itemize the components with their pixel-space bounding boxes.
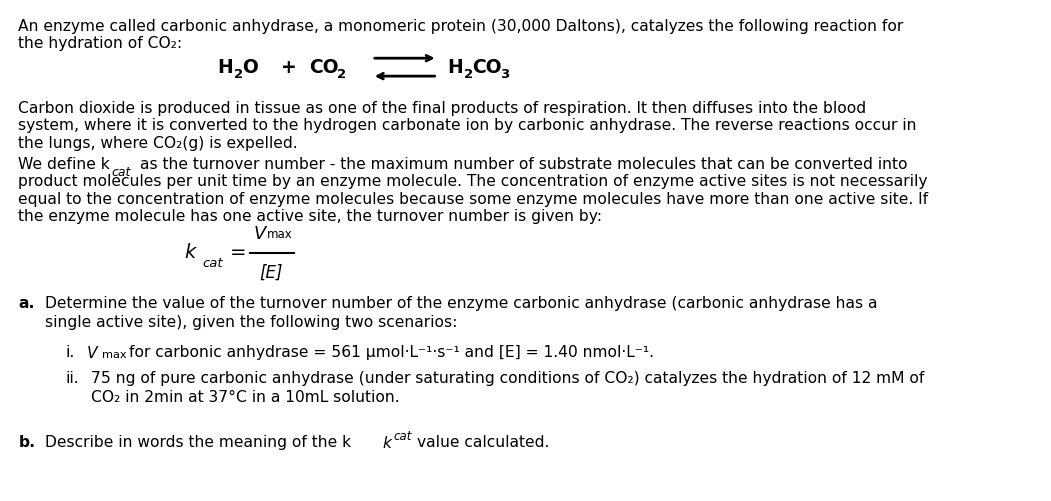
Text: system, where it is converted to the hydrogen carbonate ion by carbonic anhydras: system, where it is converted to the hyd… bbox=[18, 118, 916, 133]
Text: product molecules per unit time by an enzyme molecule. The concentration of enzy: product molecules per unit time by an en… bbox=[18, 174, 928, 189]
Text: cat: cat bbox=[111, 166, 131, 179]
Text: value calculated.: value calculated. bbox=[417, 435, 550, 450]
Text: $V$: $V$ bbox=[86, 345, 99, 361]
Text: cat: cat bbox=[393, 430, 412, 443]
Text: 75 ng of pure carbonic anhydrase (under saturating conditions of CO₂) catalyzes : 75 ng of pure carbonic anhydrase (under … bbox=[91, 371, 925, 386]
Text: Determine the value of the turnover number of the enzyme carbonic anhydrase (car: Determine the value of the turnover numb… bbox=[45, 296, 878, 311]
Text: single active site), given the following two scenarios:: single active site), given the following… bbox=[45, 315, 458, 330]
Text: An enzyme called carbonic anhydrase, a monomeric protein (30,000 Daltons), catal: An enzyme called carbonic anhydrase, a m… bbox=[18, 19, 904, 34]
Text: Describe in words the meaning of the k: Describe in words the meaning of the k bbox=[45, 435, 352, 450]
Text: b.: b. bbox=[18, 435, 36, 450]
Text: 2: 2 bbox=[463, 68, 473, 81]
Text: as the turnover number - the maximum number of substrate molecules that can be c: as the turnover number - the maximum num… bbox=[140, 157, 908, 172]
Text: Carbon dioxide is produced in tissue as one of the final products of respiration: Carbon dioxide is produced in tissue as … bbox=[18, 101, 866, 116]
Text: H: H bbox=[218, 58, 233, 77]
Text: equal to the concentration of enzyme molecules because some enzyme molecules hav: equal to the concentration of enzyme mol… bbox=[18, 192, 928, 207]
Text: CO: CO bbox=[309, 58, 338, 77]
Text: cat: cat bbox=[202, 258, 223, 271]
Text: $k$: $k$ bbox=[184, 243, 199, 263]
Text: CO₂ in 2min at 37°C in a 10mL solution.: CO₂ in 2min at 37°C in a 10mL solution. bbox=[91, 389, 400, 404]
Text: We define k: We define k bbox=[18, 157, 110, 172]
Text: H: H bbox=[447, 58, 462, 77]
Text: i.: i. bbox=[65, 345, 75, 360]
Text: $k$: $k$ bbox=[383, 435, 394, 451]
Text: the hydration of CO₂:: the hydration of CO₂: bbox=[18, 36, 183, 51]
Text: [E]: [E] bbox=[260, 264, 283, 282]
Text: +: + bbox=[281, 58, 296, 77]
Text: 2: 2 bbox=[337, 68, 346, 81]
Text: CO: CO bbox=[472, 58, 502, 77]
Text: O: O bbox=[243, 58, 259, 77]
Text: the lungs, where CO₂(g) is expelled.: the lungs, where CO₂(g) is expelled. bbox=[18, 136, 297, 151]
Text: 2: 2 bbox=[234, 68, 243, 81]
Text: $V$: $V$ bbox=[252, 225, 268, 243]
Text: the enzyme molecule has one active site, the turnover number is given by:: the enzyme molecule has one active site,… bbox=[18, 209, 602, 224]
Text: ii.: ii. bbox=[65, 371, 79, 386]
Text: max: max bbox=[102, 350, 126, 360]
Text: for carbonic anhydrase = 561 μmol·L⁻¹·s⁻¹ and [E] = 1.40 nmol·L⁻¹.: for carbonic anhydrase = 561 μmol·L⁻¹·s⁻… bbox=[129, 345, 654, 360]
Text: 3: 3 bbox=[500, 68, 510, 81]
Text: a.: a. bbox=[18, 296, 35, 311]
Text: =: = bbox=[230, 243, 247, 263]
Text: max: max bbox=[267, 227, 292, 240]
